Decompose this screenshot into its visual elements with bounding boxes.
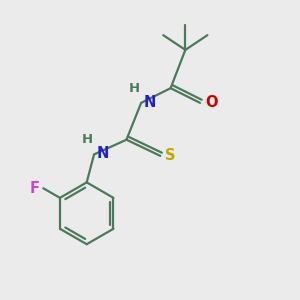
Text: O: O — [206, 95, 218, 110]
Text: N: N — [143, 95, 156, 110]
Text: F: F — [30, 181, 40, 196]
Text: H: H — [82, 133, 93, 146]
Text: N: N — [96, 146, 109, 161]
Text: S: S — [165, 148, 175, 164]
Text: H: H — [129, 82, 140, 94]
